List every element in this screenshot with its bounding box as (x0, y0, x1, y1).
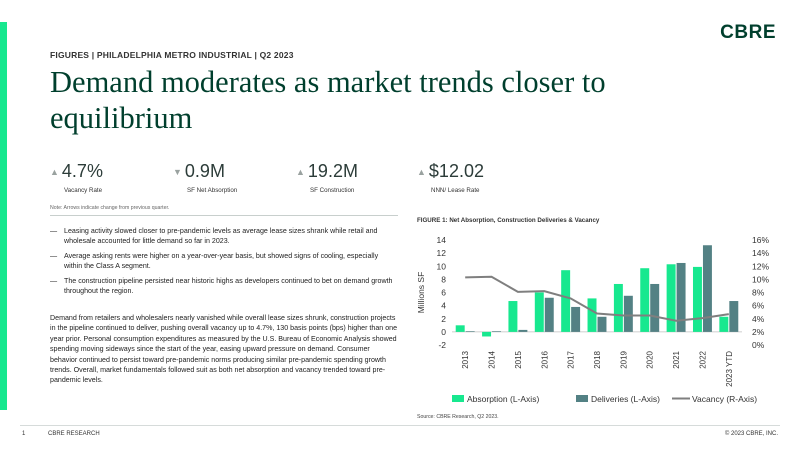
arrow-up-icon: ▲ (417, 166, 426, 177)
y-right-tick-label: 14% (752, 248, 769, 258)
x-tick-label: 2019 (619, 350, 628, 368)
x-tick-label: 2021 (672, 350, 681, 368)
kpi-value: 0.9M (184, 161, 225, 181)
y-right-tick-label: 6% (752, 301, 765, 311)
kpi-value: 4.7% (61, 161, 103, 181)
list-item: Average asking rents were higher on a ye… (50, 251, 395, 271)
deliveries-bar (702, 245, 712, 332)
kpi-value: 19.2M (307, 161, 358, 181)
x-tick-label: 2023 YTD (725, 351, 734, 387)
legend-swatch-deliveries (576, 395, 588, 402)
x-tick-label: 2014 (488, 350, 497, 368)
y-left-tick-label: -2 (438, 340, 446, 350)
page-number: 1 (22, 431, 26, 437)
list-item: The construction pipeline persisted near… (50, 276, 395, 296)
vacancy-line (465, 275, 729, 322)
y-left-tick-label: 2 (441, 314, 446, 324)
x-tick-label: 2020 (646, 350, 655, 368)
legend-label-deliveries: Deliveries (L-Axis) (591, 394, 660, 404)
list-item: Leasing activity slowed closer to pre-pa… (50, 226, 395, 246)
deliveries-bar (571, 306, 581, 332)
absorption-bar (719, 316, 729, 332)
y-left-tick-label: 0 (441, 327, 446, 337)
kpi-vacancy: ▲ 4.7% Vacancy Rate (50, 161, 170, 194)
arrow-up-icon: ▲ (50, 166, 59, 177)
legend-swatch-absorption (452, 395, 464, 402)
kpi-label: SF Net Absorption (187, 187, 238, 194)
y-right-tick-label: 12% (752, 261, 769, 271)
divider (50, 215, 398, 216)
deliveries-bar (623, 295, 633, 332)
y-right-tick-label: 0% (752, 340, 765, 350)
arrow-note: Note: Arrows indicate change from previo… (50, 205, 170, 211)
y-left-tick-label: 10 (437, 261, 447, 271)
y-left-tick-label: 6 (441, 288, 446, 298)
x-tick-label: 2022 (698, 350, 707, 368)
absorption-bar (534, 292, 544, 332)
y-right-tick-label: 16% (752, 235, 769, 245)
y-left-tick-label: 4 (441, 301, 446, 311)
absorption-bar (587, 298, 597, 332)
y-right-tick-label: 2% (752, 327, 765, 337)
y-left-tick-label: 14 (437, 235, 447, 245)
section-kicker: FIGURES | PHILADELPHIA METRO INDUSTRIAL … (50, 50, 294, 60)
deliveries-bar (465, 331, 475, 332)
deliveries-bar (729, 301, 739, 332)
x-tick-label: 2017 (567, 350, 576, 368)
absorption-bar (561, 270, 571, 332)
deliveries-bar (597, 316, 607, 332)
kpi-label: NNN/ Lease Rate (431, 187, 480, 194)
cbre-logo: CBRE (720, 22, 776, 43)
combo-chart: 14 12 10 8 6 4 2 0 -2 16% 14% 12% 10% 8% 6% 4% 2% 0% Milli… (416, 235, 769, 404)
arrow-up-icon: ▲ (296, 166, 305, 177)
kpi-construction: ▲ 19.2M SF Construction (296, 161, 416, 194)
y-right-tick-label: 4% (752, 314, 765, 324)
legend-label-vacancy: Vacancy (R-Axis) (692, 394, 757, 404)
copyright: © 2023 CBRE, INC. (724, 431, 778, 437)
absorption-bar (455, 325, 465, 332)
x-tick-label: 2018 (593, 350, 602, 368)
deliveries-bar (676, 262, 686, 332)
kpi-value: $12.02 (428, 161, 484, 181)
kpi-label: Vacancy Rate (64, 187, 103, 194)
footer-brand: CBRE RESEARCH (48, 431, 100, 437)
absorption-bar (692, 266, 702, 332)
legend-label-absorption: Absorption (L-Axis) (467, 394, 539, 404)
figure-title: FIGURE 1: Net Absorption, Construction D… (417, 217, 600, 224)
key-points-list: Leasing activity slowed closer to pre-pa… (50, 226, 395, 301)
page-headline: Demand moderates as market trends closer… (50, 65, 606, 135)
x-tick-label: 2013 (461, 350, 470, 368)
x-tick-label: 2015 (514, 350, 523, 368)
deliveries-bar (650, 283, 660, 332)
y-right-tick-label: 10% (752, 274, 769, 284)
absorption-bar (482, 331, 492, 337)
deliveries-bar (544, 297, 554, 332)
footer-divider (20, 425, 780, 426)
absorption-bar (666, 264, 676, 332)
body-paragraph: Demand from retailers and wholesalers ne… (50, 314, 398, 385)
deliveries-bar (492, 331, 502, 332)
kpi-label: SF Construction (310, 187, 355, 194)
y-axis-label: Millions SF (416, 272, 426, 314)
arrow-down-icon: ▼ (173, 166, 182, 177)
absorption-bar (508, 301, 518, 332)
kpi-lease-rate: ▲ $12.02 NNN/ Lease Rate (417, 161, 537, 194)
accent-bar (0, 22, 7, 410)
kpi-net-absorption: ▼ 0.9M SF Net Absorption (173, 161, 293, 194)
x-tick-label: 2016 (540, 350, 549, 368)
figure-source: Source: CBRE Research, Q2 2023. (417, 414, 499, 420)
y-left-tick-label: 12 (437, 248, 447, 258)
absorption-bar (613, 283, 623, 332)
y-left-tick-label: 8 (441, 274, 446, 284)
y-right-tick-label: 8% (752, 288, 765, 298)
absorption-bar (640, 268, 650, 332)
deliveries-bar (518, 329, 528, 332)
